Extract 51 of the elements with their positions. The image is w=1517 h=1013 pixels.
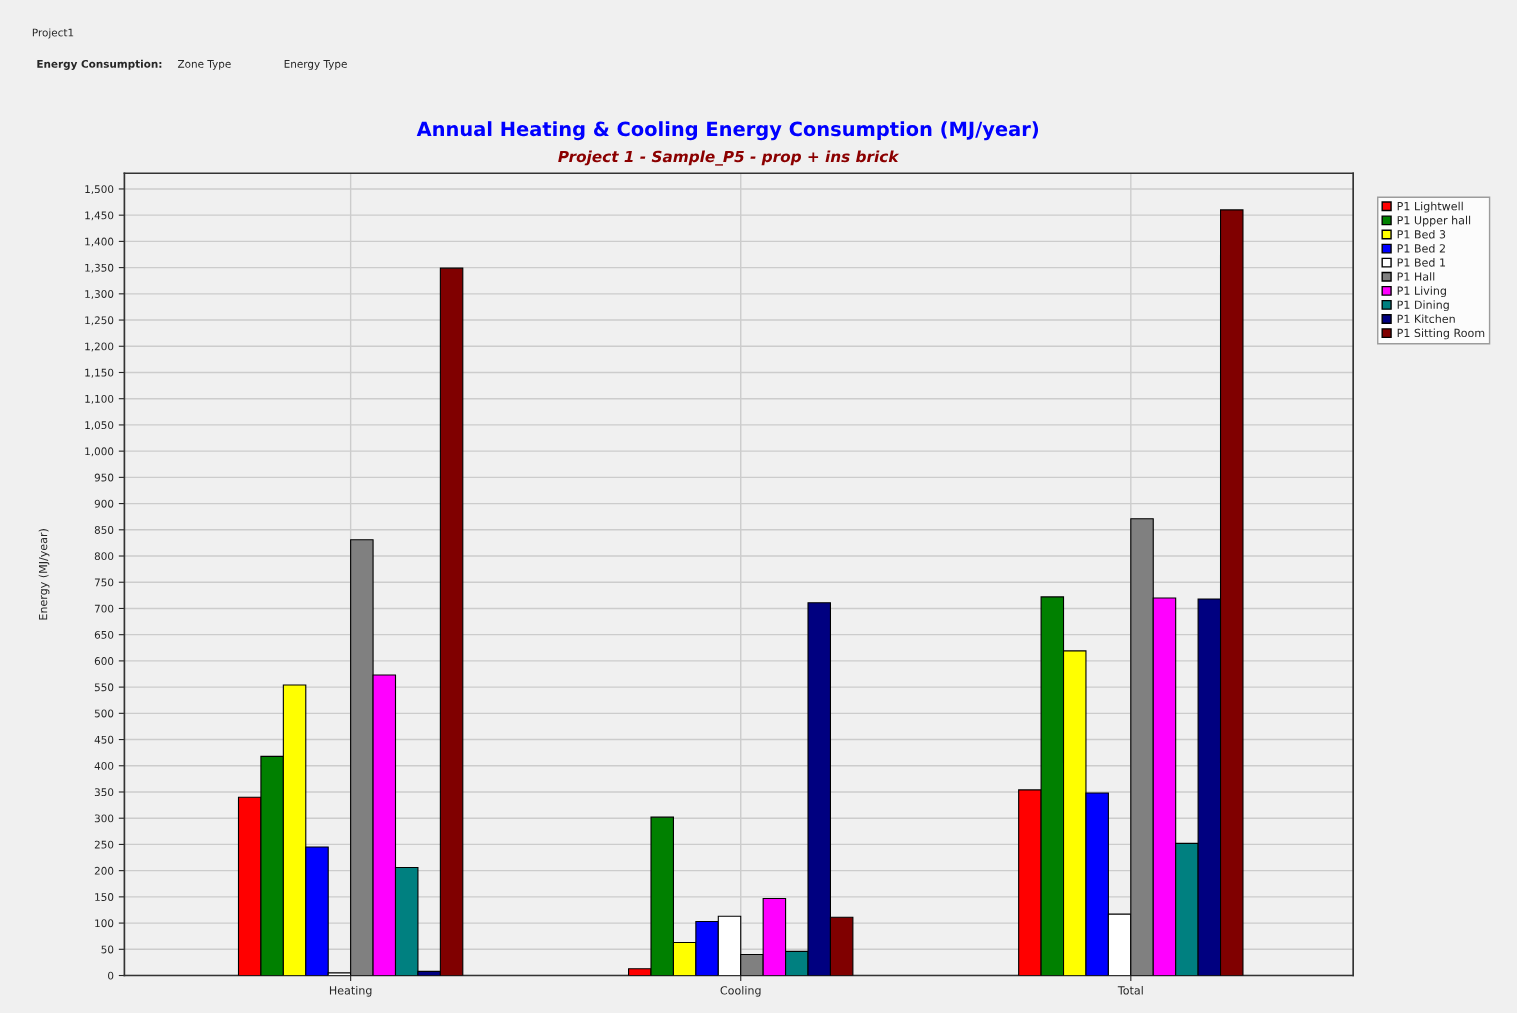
chart-subtitle: Project 1 - Sample_P5 - prop + ins brick <box>558 150 900 166</box>
text: Zone Type <box>177 60 231 70</box>
legend-label: P1 Bed 1 <box>1397 258 1446 267</box>
legend-label: P1 Living <box>1397 286 1446 298</box>
y-tick-label: 1,400 <box>85 237 114 247</box>
legend-label: P1 Sitting Room <box>1397 328 1485 340</box>
legend-label: P1 Dining <box>1397 300 1449 312</box>
y-tick-label: 950 <box>94 473 114 482</box>
legend-label: P1 Bed 2 <box>1397 244 1445 253</box>
y-tick-label: 1,200 <box>85 342 114 352</box>
legend-label: P1 Kitchen <box>1397 314 1455 324</box>
y-tick-label: 1,500 <box>85 185 114 195</box>
y-tick-label: 300 <box>94 814 114 823</box>
y-tick-label: 150 <box>95 893 114 901</box>
y-tick-label: 1,450 <box>85 211 114 221</box>
y-tick-label: 1,350 <box>85 263 114 273</box>
x-tick-label: Heating <box>329 985 372 997</box>
x-tick-label: Cooling <box>720 985 761 997</box>
legend-label: P1 Hall <box>1397 272 1435 281</box>
text: Project1 <box>32 28 74 39</box>
y-tick-label: 1,000 <box>85 447 114 457</box>
y-tick-label: 1,300 <box>85 290 114 299</box>
y-tick-label: 600 <box>94 657 114 665</box>
y-tick-label: 850 <box>94 526 114 534</box>
text: Energy Consumption: <box>37 59 162 70</box>
y-tick-label: 550 <box>94 683 114 692</box>
y-tick-label: 750 <box>94 578 114 587</box>
y-tick-label: 0 <box>108 971 114 980</box>
y-tick-label: 50 <box>101 945 114 954</box>
y-tick-label: 450 <box>94 735 114 744</box>
chart-title: Annual Heating & Cooling Energy Consumption (MJ/year) <box>416 121 1039 141</box>
y-tick-label: 700 <box>94 604 114 613</box>
y-tick-label: 500 <box>94 709 114 718</box>
y-tick-label: 1,100 <box>85 394 114 404</box>
y-tick-label: 400 <box>94 761 114 770</box>
y-tick-label: 650 <box>94 630 114 639</box>
y-tick-label: 350 <box>94 788 114 797</box>
legend-label: P1 Lightwell <box>1397 201 1463 213</box>
y-tick-label: 900 <box>94 499 114 508</box>
x-tick-label: Total <box>1117 985 1143 995</box>
y-tick-label: 100 <box>95 919 114 928</box>
y-tick-label: 200 <box>94 866 114 875</box>
y-tick-label: 800 <box>94 552 114 561</box>
y-tick-label: 1,050 <box>85 421 114 431</box>
y-tick-label: 250 <box>94 840 114 849</box>
y-tick-label: 1,150 <box>85 368 114 378</box>
text: Energy Type <box>284 60 347 70</box>
legend-label: P1 Upper hall <box>1397 215 1471 227</box>
y-axis-title: Energy (MJ/year) <box>38 529 50 620</box>
legend-label: P1 Bed 3 <box>1397 229 1446 239</box>
y-tick-label: 1,250 <box>85 316 114 326</box>
